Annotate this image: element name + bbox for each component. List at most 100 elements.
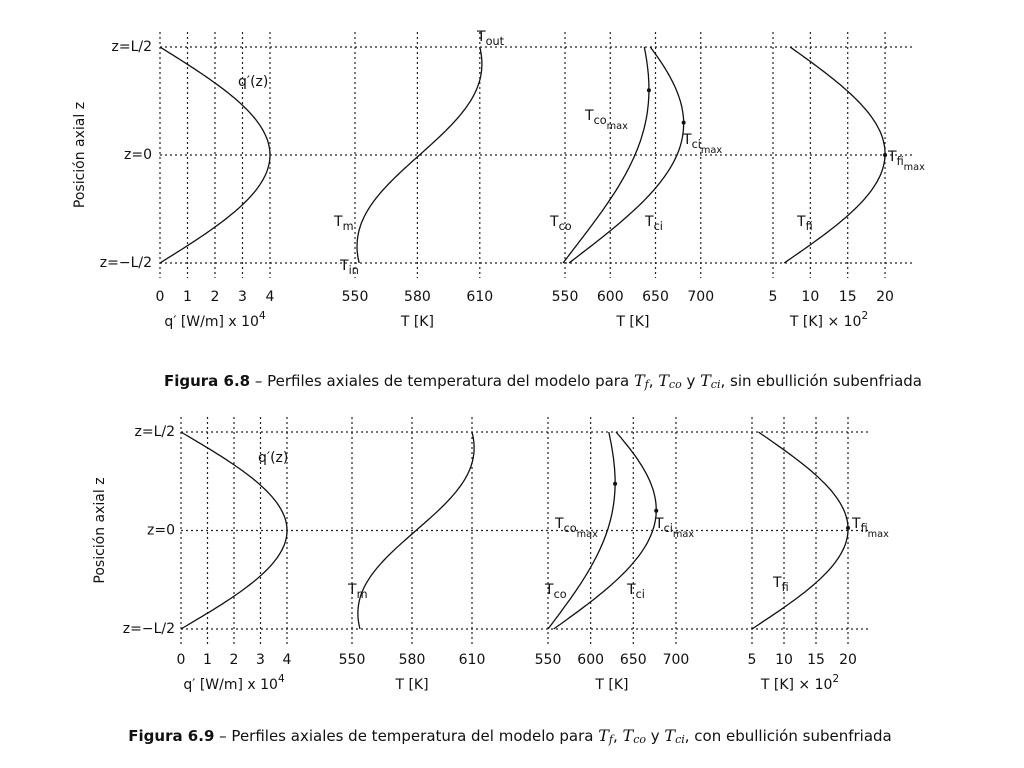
text-part: Figura 6.8	[164, 372, 250, 390]
annotation: q′(z)	[258, 450, 288, 466]
text-part: , sin ebullición subenfriada	[720, 372, 922, 390]
text-part: ci	[654, 220, 663, 233]
profile-curve	[357, 431, 475, 630]
text-part: Figura 6.9	[128, 727, 214, 745]
text-part: – Perfiles axiales de temperatura del mo…	[214, 727, 598, 745]
text-part: ci	[664, 522, 673, 535]
x-tick-label: 5	[748, 652, 757, 668]
text-part: T	[851, 516, 861, 532]
annotation: Tm	[347, 582, 368, 601]
max-point	[654, 508, 659, 513]
text-part: T	[658, 371, 670, 390]
x-tick-label: 3	[238, 289, 247, 305]
annotation: Tcimax	[654, 516, 694, 540]
x-axis-label: q′ [W/m] x 104	[164, 310, 266, 330]
profile-curve	[547, 431, 616, 630]
x-tick-label: 610	[459, 652, 486, 668]
x-tick-label: 10	[775, 652, 793, 668]
text-part: 4	[259, 310, 266, 322]
annotation: Tci	[626, 582, 645, 601]
x-tick-label: 1	[183, 289, 192, 305]
annotation: Tcomax	[584, 108, 628, 132]
z-label: z=L/2	[134, 424, 175, 440]
text-part: T	[544, 582, 554, 598]
text-part: , con ebullición subenfriada	[685, 727, 892, 745]
x-tick-label: 2	[211, 289, 220, 305]
text-part: T	[333, 214, 343, 230]
x-tick-label: 10	[801, 289, 819, 305]
text-part: co	[669, 378, 682, 391]
x-tick-label: 650	[620, 652, 647, 668]
annotation: Tco	[549, 214, 572, 233]
x-tick-label: 20	[876, 289, 894, 305]
x-tick-label: 650	[642, 289, 669, 305]
text-part: T [K] × 10	[789, 314, 862, 330]
x-tick-label: 3	[256, 652, 265, 668]
text-part: ci	[636, 588, 645, 601]
text-part: 2	[832, 673, 839, 685]
text-part: T	[772, 575, 782, 591]
profile-curve	[562, 46, 650, 264]
y-axis-label: Posición axial z	[92, 477, 108, 583]
x-tick-label: 4	[283, 652, 292, 668]
text-part: ,	[649, 372, 659, 390]
x-tick-label: 700	[663, 652, 690, 668]
text-part: T	[584, 108, 594, 124]
z-label: z=−L/2	[100, 255, 152, 271]
text-part: T [K] × 10	[760, 677, 833, 693]
x-axis-label: q′ [W/m] x 104	[183, 673, 285, 693]
text-part: q′ [W/m] x 10	[164, 314, 259, 330]
text-part: m	[343, 220, 354, 233]
text-part: T	[476, 29, 486, 45]
text-part: T	[339, 258, 349, 274]
text-part: T	[549, 214, 559, 230]
x-axis-label: T [K] × 102	[760, 673, 839, 693]
text-part: co	[564, 522, 577, 535]
max-point	[883, 153, 888, 157]
text-part: 4	[278, 673, 285, 685]
annotation: Tcimax	[682, 132, 722, 156]
z-label: z=0	[124, 147, 152, 163]
x-tick-label: 5	[769, 289, 778, 305]
profile-curve	[568, 46, 685, 264]
text-part: y	[646, 727, 664, 745]
text-part: T	[554, 516, 564, 532]
max-point	[681, 120, 686, 125]
figure-caption: Figura 6.9 – Perfiles axiales de tempera…	[128, 726, 891, 747]
x-tick-label: 550	[552, 289, 579, 305]
text-part: fi	[806, 220, 813, 233]
text-part: T	[887, 149, 897, 165]
text-part: ci	[675, 733, 685, 746]
x-tick-label: 15	[839, 289, 857, 305]
text-part: y	[682, 372, 700, 390]
y-axis-label: Posición axial z	[72, 102, 88, 208]
max-point	[613, 481, 618, 486]
x-tick-label: 700	[687, 289, 714, 305]
text-part: T [K]	[615, 314, 649, 330]
text-part: co	[633, 733, 646, 746]
annotation: Tci	[644, 214, 663, 233]
max-point	[846, 526, 851, 531]
text-part: max	[868, 529, 889, 540]
text-part: T [K]	[394, 677, 428, 693]
annotation: Tfi	[796, 214, 813, 233]
x-tick-label: 2	[230, 652, 239, 668]
text-part: T	[623, 726, 635, 745]
x-tick-label: 4	[266, 289, 275, 305]
z-label: z=L/2	[111, 39, 152, 55]
text-part: T [K]	[594, 677, 628, 693]
annotation: Tin	[339, 258, 359, 277]
z-label: z=−L/2	[123, 621, 175, 637]
profile-curve	[180, 431, 288, 630]
text-part: T	[634, 371, 646, 390]
text-part: in	[349, 264, 359, 277]
profile-curve	[783, 46, 886, 264]
x-tick-label: 580	[404, 289, 431, 305]
x-axis-label: T [K] × 102	[789, 310, 868, 330]
text-part: max	[577, 529, 598, 540]
figure-caption: Figura 6.8 – Perfiles axiales de tempera…	[164, 371, 922, 392]
text-part: T	[598, 726, 610, 745]
x-tick-label: 550	[339, 652, 366, 668]
x-tick-label: 610	[466, 289, 493, 305]
text-part: q′(z)	[258, 450, 288, 466]
